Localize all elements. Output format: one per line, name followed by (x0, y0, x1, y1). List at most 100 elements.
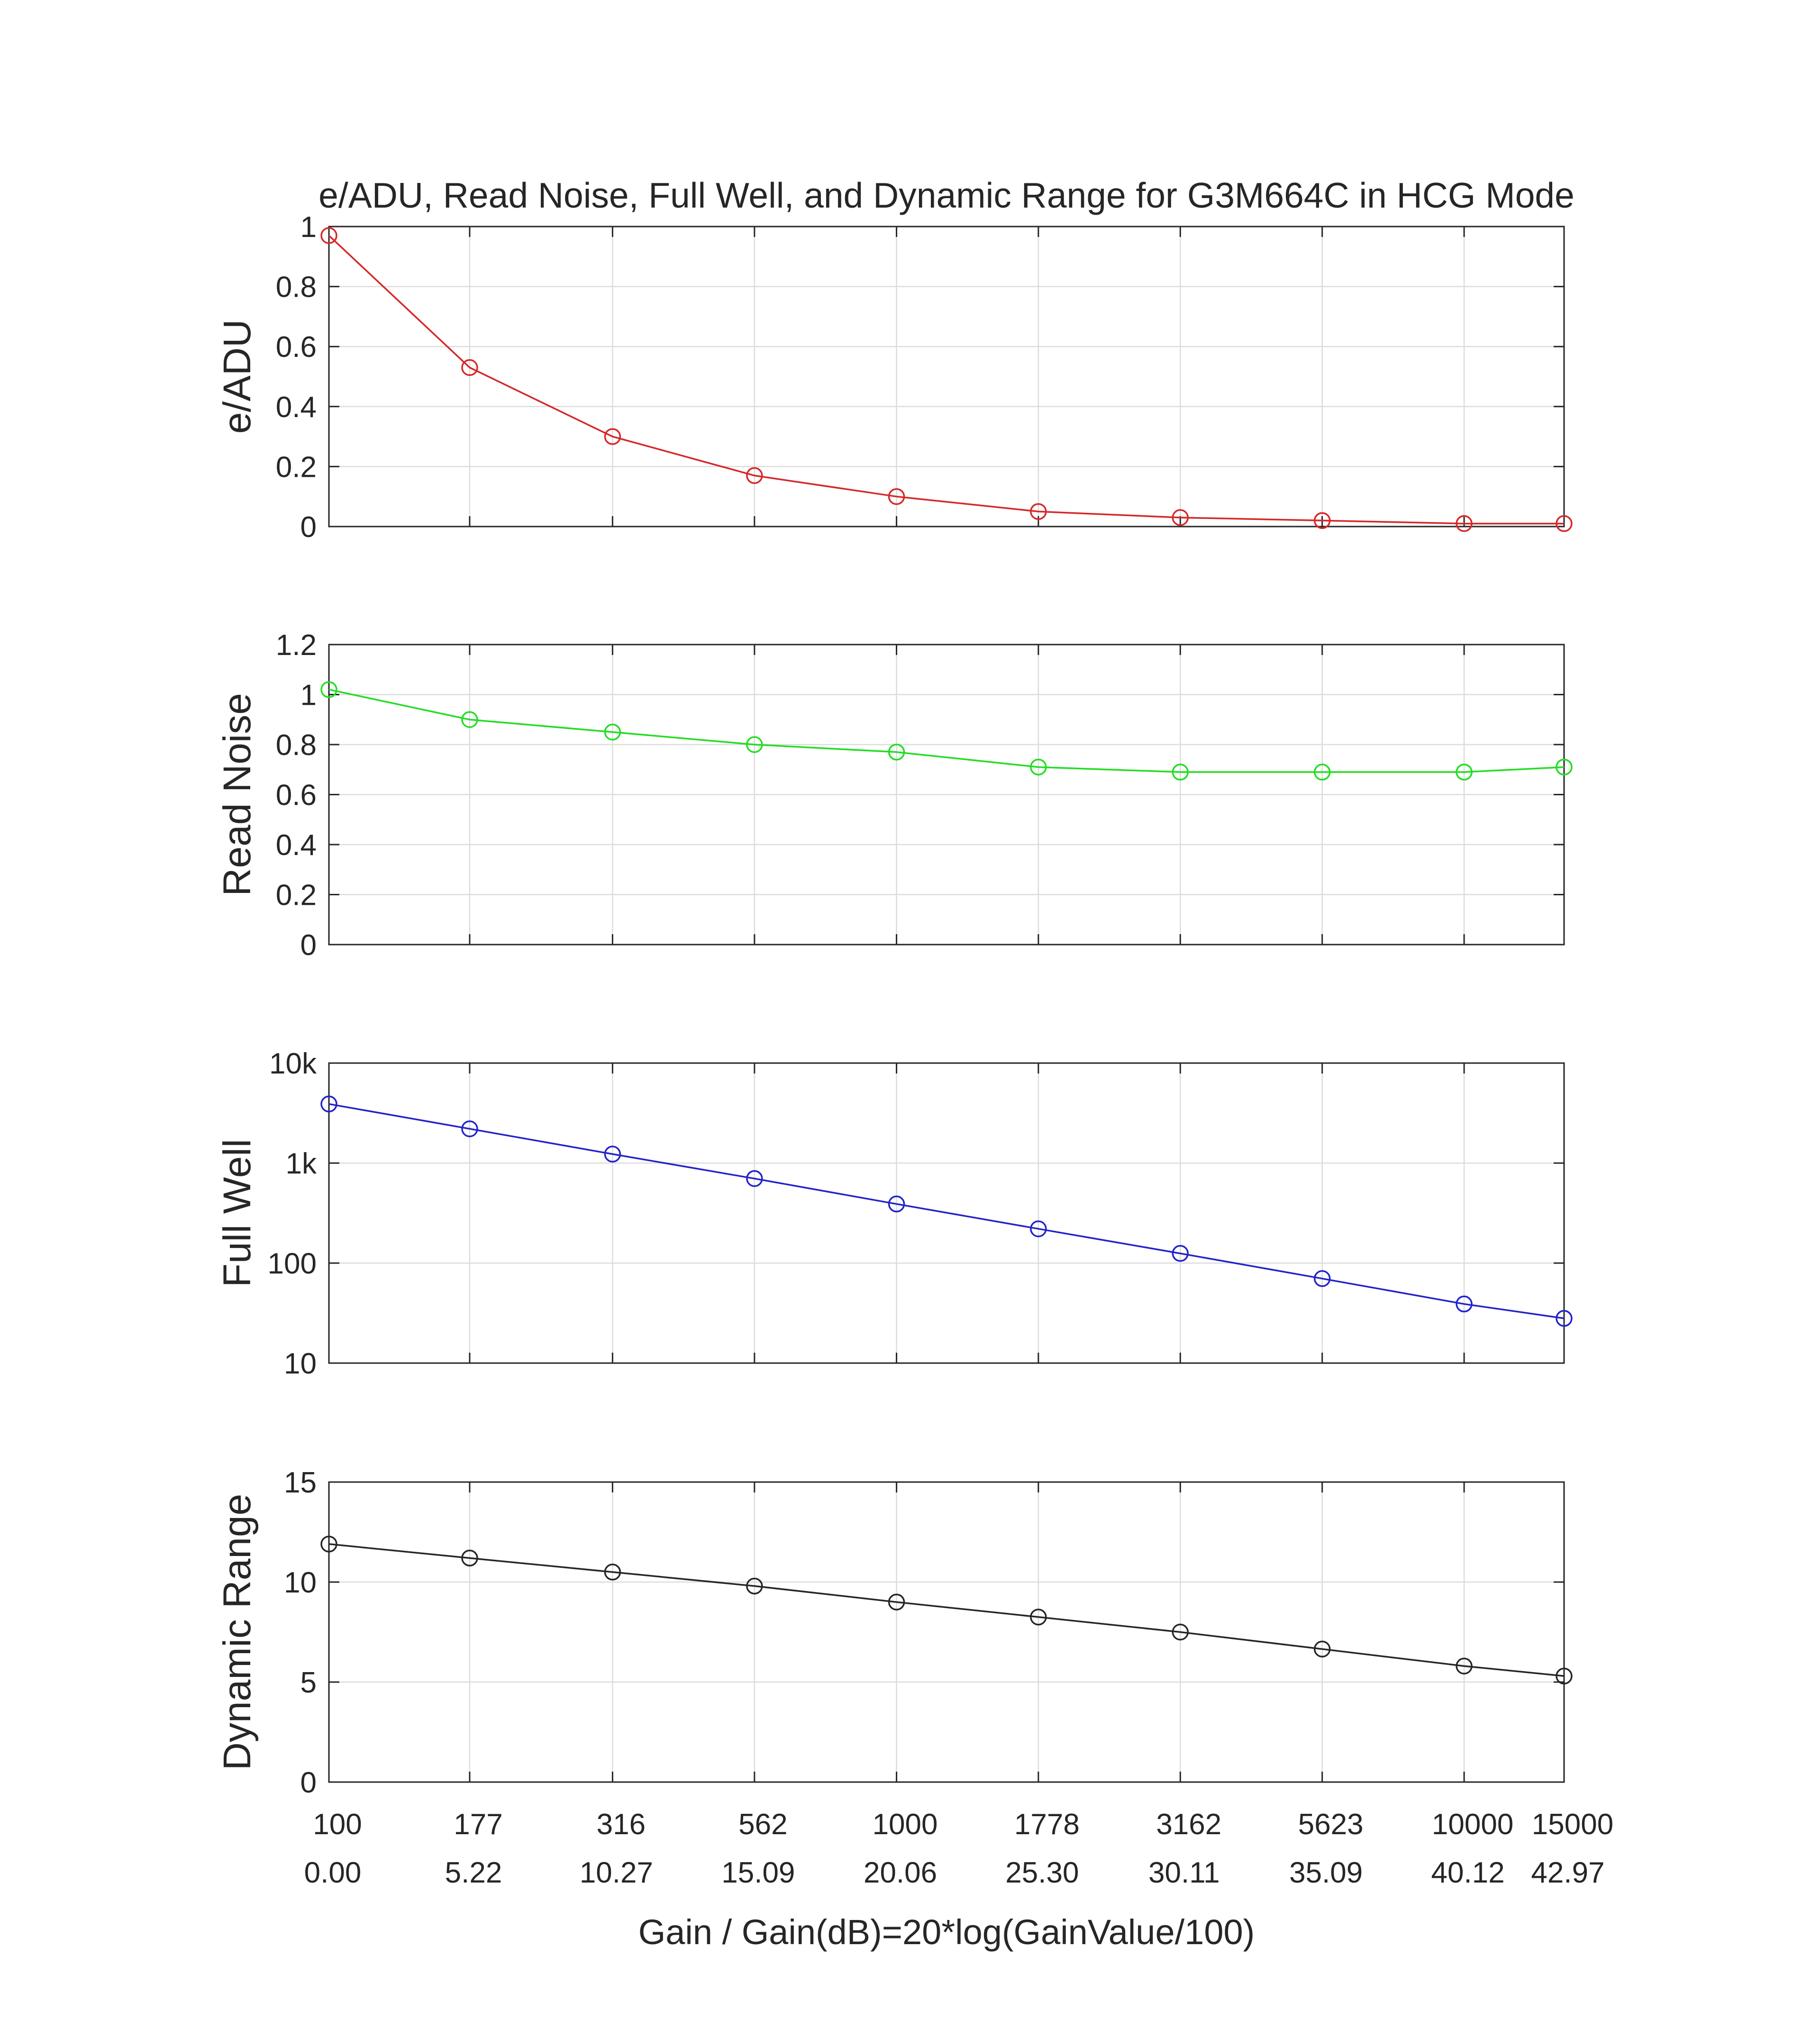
data-point (888, 744, 905, 761)
data-point (320, 1095, 337, 1113)
y-tick-label: 1k (286, 1147, 317, 1180)
y-tick-label: 0 (300, 929, 317, 962)
y-tick-label: 0.8 (276, 729, 317, 762)
data-point (461, 1120, 478, 1137)
y-tick-label: 0 (300, 511, 317, 544)
x-tick-label-db: 10.27 (580, 1856, 653, 1889)
x-tick-label-gain: 5623 (1298, 1808, 1364, 1841)
data-point (888, 488, 905, 505)
series-line (328, 689, 1565, 773)
chart-title: e/ADU, Read Noise, Full Well, and Dynami… (318, 175, 1574, 215)
data-point (746, 1170, 763, 1187)
data-point (461, 1549, 478, 1567)
panel-1: 0 0.2 0.4 0.6 0.8 1 e/ADU (216, 211, 1573, 544)
axes-box (328, 226, 1565, 528)
y-tick-label: 0.4 (276, 391, 317, 424)
data-point (888, 1593, 905, 1610)
data-point (1556, 1667, 1573, 1685)
x-tick-label-db: 25.30 (1005, 1856, 1079, 1889)
x-tick-label-gain: 15000 (1532, 1808, 1613, 1841)
x-tick-label-gain: 316 (597, 1808, 646, 1841)
y-tick-label: 0.6 (276, 779, 317, 812)
data-point (320, 1536, 337, 1553)
data-point (1556, 515, 1573, 532)
data-point (888, 1195, 905, 1213)
x-tick-label-gain: 100 (313, 1808, 362, 1841)
data-point (1030, 758, 1047, 776)
data-point (1456, 1657, 1473, 1674)
y-tick-label: 100 (268, 1247, 317, 1280)
x-tick-label-gain: 1000 (873, 1808, 938, 1841)
y-tick-label: 15 (284, 1466, 317, 1499)
data-point (746, 467, 763, 484)
series-line (328, 1103, 1565, 1319)
data-point (1172, 1245, 1189, 1262)
x-tick-label-db: 42.97 (1531, 1856, 1604, 1889)
data-point (461, 711, 478, 728)
y-tick-label: 0 (300, 1766, 317, 1799)
y-axis-label: Read Noise (216, 693, 259, 896)
panel-3: 10 100 1k 10k Full Well (216, 1047, 1573, 1380)
axes-box (328, 644, 1565, 946)
data-point (1456, 1295, 1473, 1313)
data-point (604, 723, 621, 741)
data-point (1172, 509, 1189, 526)
data-point (1313, 512, 1331, 529)
y-tick-label: 1 (300, 679, 317, 712)
y-tick-label: 0.2 (276, 879, 317, 912)
data-point (604, 1564, 621, 1581)
x-tick-label-gain: 3162 (1156, 1808, 1221, 1841)
y-axis-label: Dynamic Range (216, 1494, 259, 1770)
x-tick-labels: 100 0.00 177 5.22 316 10.27 562 15.09 1000 20.06 1… (304, 1808, 1614, 1889)
data-point (1313, 1640, 1331, 1658)
x-tick-label-db: 40.12 (1431, 1856, 1505, 1889)
x-tick-label-gain: 562 (738, 1808, 787, 1841)
axes-box (328, 1062, 1565, 1364)
data-point (604, 428, 621, 445)
data-point (746, 736, 763, 753)
y-axis-label: Full Well (216, 1139, 259, 1287)
data-point (1172, 764, 1189, 781)
x-axis-label: Gain / Gain(dB)=20*log(GainValue/100) (638, 1912, 1255, 1952)
y-tick-label: 1.2 (276, 629, 317, 662)
x-tick-label-gain: 10000 (1432, 1808, 1513, 1841)
panel-2: 0 0.2 0.4 0.6 0.8 1 1.2 Read Noise (216, 629, 1573, 962)
x-tick-label-db: 5.22 (445, 1856, 502, 1889)
y-tick-label: 10k (269, 1047, 317, 1080)
series-line (328, 1543, 1565, 1677)
data-point (746, 1577, 763, 1595)
y-tick-label: 0.8 (276, 271, 317, 304)
x-tick-label-db: 15.09 (721, 1856, 795, 1889)
y-axis-label: e/ADU (216, 319, 259, 434)
data-point (1030, 1609, 1047, 1626)
y-tick-label: 5 (300, 1666, 317, 1699)
data-point (604, 1146, 621, 1163)
x-tick-label-gain: 1778 (1014, 1808, 1080, 1841)
x-tick-label-db: 30.11 (1148, 1856, 1220, 1889)
data-point (1030, 503, 1047, 520)
data-point (320, 681, 337, 698)
x-tick-label-db: 0.00 (304, 1856, 362, 1889)
axes-box (328, 1481, 1565, 1783)
y-tick-label: 10 (284, 1347, 317, 1380)
data-point (1456, 515, 1473, 532)
data-point (461, 359, 478, 376)
data-point (1556, 1310, 1573, 1327)
data-point (1313, 764, 1331, 781)
panel-4: 0 5 10 15 Dynamic Range (216, 1466, 1573, 1799)
data-point (1456, 764, 1473, 781)
y-tick-label: 10 (284, 1566, 317, 1599)
series-line (328, 235, 1564, 525)
data-point (1172, 1623, 1189, 1641)
x-tick-label-db: 35.09 (1289, 1856, 1363, 1889)
x-tick-label-gain: 177 (454, 1808, 502, 1841)
x-tick-label-db: 20.06 (864, 1856, 937, 1889)
y-tick-label: 0.2 (276, 451, 317, 483)
y-tick-label: 0.4 (276, 829, 317, 862)
data-point (1556, 758, 1573, 776)
chart-panels: 0 0.2 0.4 0.6 0.8 1 e/ADU 0 0.2 0.4 0.6 0.8 1 1.2 Read… (216, 211, 1573, 1799)
data-point (320, 227, 337, 244)
data-point (1313, 1270, 1331, 1287)
data-point (1030, 1220, 1047, 1237)
